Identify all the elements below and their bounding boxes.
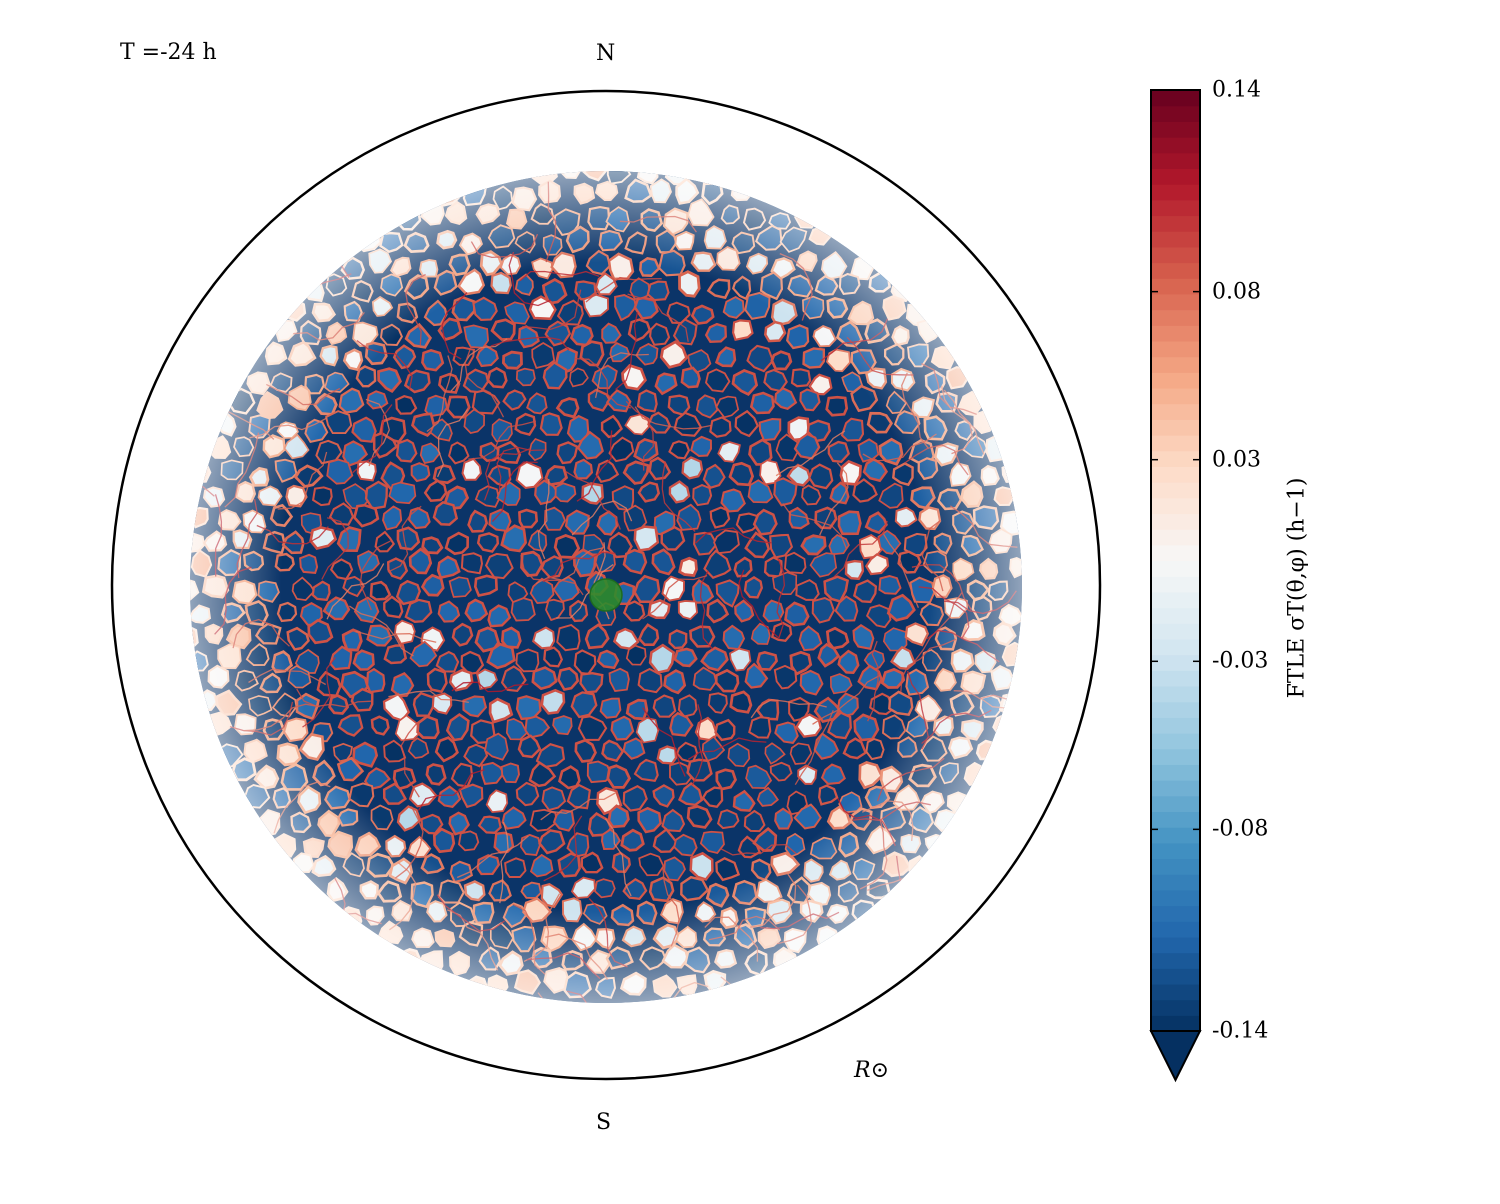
time-label: T =-24 h (120, 40, 217, 65)
radius-label: R⊙ (854, 1058, 889, 1083)
colorbar-tick-label: -0.08 (1212, 816, 1269, 842)
colorbar-band (1151, 1015, 1200, 1032)
solar-limb-circle (110, 89, 1102, 1081)
ftle-ridge (785, 961, 836, 1003)
colorbar-tick-label: 0.14 (1212, 77, 1261, 103)
colorbar-band (1151, 670, 1200, 687)
colorbar-label: FTLE σT(θ,φ) (h−1) (1284, 477, 1310, 699)
colorbar-outline (1150, 89, 1201, 1032)
colorbar-band (1151, 842, 1200, 860)
colorbar-tick-label: 0.08 (1212, 279, 1261, 305)
colorbar-band (1151, 874, 1200, 891)
colorbar-band (1151, 827, 1200, 844)
colorbar-band (1151, 90, 1200, 107)
colorbar-band (1151, 435, 1200, 452)
colorbar-band (1151, 419, 1200, 436)
colorbar-band (1151, 968, 1200, 985)
colorbar-band (1151, 246, 1200, 264)
ftle-ridge (720, 976, 739, 1003)
colorbar-band (1151, 231, 1200, 248)
colorbar-band (1151, 105, 1200, 122)
colorbar-band (1151, 513, 1200, 530)
colorbar-band (1151, 293, 1200, 311)
colorbar-ticks (1151, 89, 1200, 1032)
center-marker (589, 578, 623, 612)
colorbar-band (1151, 387, 1200, 405)
colorbar (1149, 89, 1202, 1083)
colorbar-band (1151, 905, 1200, 922)
colorbar-band (1151, 654, 1200, 671)
colorbar-band (1151, 795, 1200, 813)
colorbar-tick-label: 0.03 (1212, 447, 1261, 473)
colorbar-band (1151, 591, 1200, 609)
colorbar-band (1151, 215, 1200, 232)
colorbar-band (1151, 544, 1200, 562)
colorbar-band (1151, 152, 1200, 170)
colorbar-band (1151, 952, 1200, 969)
colorbar-band (1151, 999, 1200, 1016)
colorbar-band (1151, 576, 1200, 593)
colorbar-band (1151, 921, 1200, 938)
colorbar-extend-triangle (1149, 1030, 1202, 1083)
colorbar-band (1151, 936, 1200, 954)
colorbar-band (1151, 983, 1200, 1001)
colorbar-band (1151, 199, 1200, 217)
colorbar-band (1151, 764, 1200, 781)
colorbar-band (1151, 482, 1200, 499)
colorbar-band (1151, 717, 1200, 734)
colorbar-band (1151, 811, 1200, 828)
colorbar-band (1151, 607, 1200, 624)
colorbar-band (1151, 466, 1200, 483)
colorbar-bands (1151, 90, 1200, 1032)
south-label: S (596, 1110, 612, 1135)
colorbar-band (1151, 372, 1200, 389)
colorbar-band (1151, 780, 1200, 797)
colorbar-band (1151, 638, 1200, 656)
colorbar-band (1151, 858, 1200, 875)
colorbar-band (1151, 529, 1200, 546)
colorbar-band (1151, 748, 1200, 765)
colorbar-band (1151, 137, 1200, 154)
colorbar-band (1151, 497, 1200, 515)
colorbar-band (1151, 356, 1200, 373)
colorbar-band (1151, 262, 1200, 279)
colorbar-band (1151, 184, 1200, 201)
colorbar-band (1151, 889, 1200, 907)
colorbar-band (1151, 450, 1200, 467)
colorbar-tick-label: -0.14 (1212, 1018, 1269, 1044)
colorbar-band (1151, 560, 1200, 577)
colorbar-band (1151, 733, 1200, 750)
colorbar-band (1151, 403, 1200, 420)
colorbar-band (1151, 340, 1200, 358)
colorbar-band (1151, 325, 1200, 342)
colorbar-tick-label: -0.03 (1212, 648, 1269, 674)
colorbar-band (1151, 309, 1200, 326)
colorbar-band (1151, 121, 1200, 138)
colorbar-band (1151, 685, 1200, 703)
colorbar-band (1151, 168, 1200, 185)
colorbar-band (1151, 701, 1200, 718)
colorbar-band (1151, 623, 1200, 640)
colorbar-band (1151, 278, 1200, 295)
north-label: N (596, 41, 616, 66)
